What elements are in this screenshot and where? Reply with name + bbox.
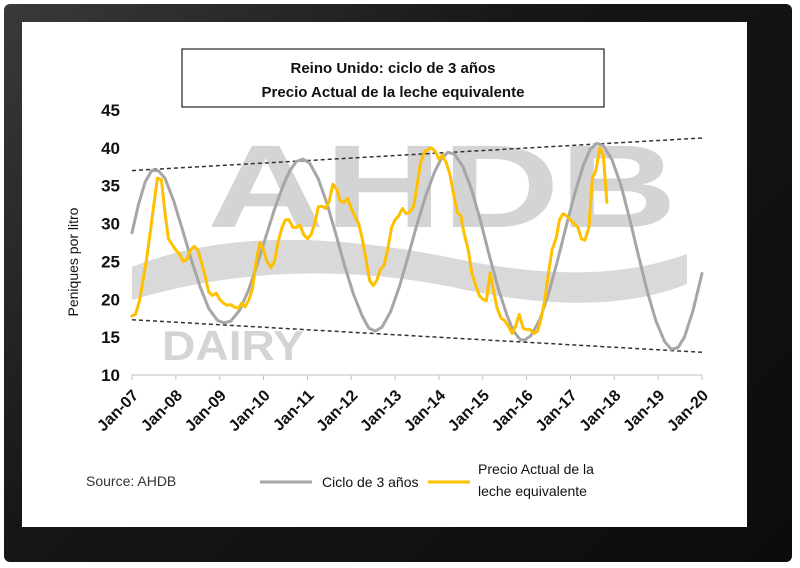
x-tick-label: Jan-12: [314, 387, 362, 435]
chart-panel: AHDB DAIRY Reino Unido: ciclo de 3 años …: [22, 22, 747, 527]
x-tick-label: Jan-08: [138, 387, 186, 435]
chart-title-box: Reino Unido: ciclo de 3 años Precio Actu…: [181, 48, 605, 108]
watermark-dairy-text: DAIRY: [162, 322, 304, 369]
x-tick-label: Jan-19: [620, 387, 668, 435]
x-tick-label: Jan-09: [182, 387, 230, 435]
y-tick-label: 35: [101, 177, 120, 196]
y-tick-label: 45: [101, 101, 120, 120]
y-tick-label: 30: [101, 215, 120, 234]
x-tick-label: Jan-13: [357, 387, 405, 435]
y-tick-label: 40: [101, 139, 120, 158]
price-series-line: [130, 146, 609, 335]
chart-svg: AHDB DAIRY Reino Unido: ciclo de 3 años …: [65, 48, 712, 499]
chart-legend: Ciclo de 3 años Precio Actual de la lech…: [260, 461, 594, 499]
cycle-series-line: [130, 141, 704, 351]
chart-title-line-1: Reino Unido: ciclo de 3 años: [290, 60, 495, 77]
x-tick-label: Jan-17: [533, 387, 581, 435]
chart-axes: [131, 374, 703, 380]
title-border: [181, 48, 605, 108]
chart-title-line-2: Precio Actual de la leche equivalente: [262, 84, 525, 101]
watermark-swoosh: [132, 239, 687, 303]
x-tick-label: Jan-07: [94, 387, 142, 435]
x-tick-label: Jan-15: [445, 387, 493, 435]
y-axis-label: Peniques por litro: [65, 207, 81, 316]
legend-label-price-line-2: leche equivalente: [478, 483, 587, 499]
x-tick-label: Jan-18: [577, 387, 625, 435]
y-tick-labels: 10 15 20 25 30 35 40 45: [101, 101, 120, 385]
x-tick-labels: Jan-07Jan-08Jan-09Jan-10Jan-11Jan-12Jan-…: [94, 387, 712, 435]
x-tick-label: Jan-10: [226, 387, 274, 435]
x-tick-label: Jan-11: [270, 387, 317, 434]
y-tick-label: 10: [101, 366, 120, 385]
legend-label-price-line-1: Precio Actual de la: [478, 461, 594, 477]
legend-label-cycle: Ciclo de 3 años: [322, 474, 419, 490]
x-tick-label: Jan-14: [401, 387, 449, 435]
series-lines: [130, 141, 704, 351]
y-tick-label: 25: [101, 252, 120, 271]
source-label: Source: AHDB: [86, 473, 176, 489]
x-tick-label: Jan-20: [664, 387, 712, 435]
y-tick-label: 20: [101, 290, 120, 309]
y-tick-label: 15: [101, 328, 120, 347]
x-tick-label: Jan-16: [489, 387, 537, 435]
